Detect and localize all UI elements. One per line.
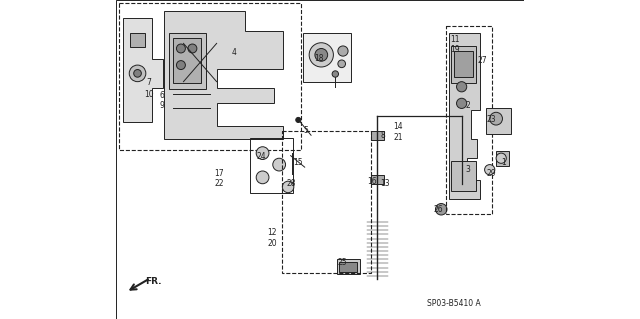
Text: 13: 13 xyxy=(380,179,390,188)
Polygon shape xyxy=(164,11,283,139)
Text: 14: 14 xyxy=(393,122,403,131)
Circle shape xyxy=(490,112,502,125)
Circle shape xyxy=(338,60,346,68)
Text: 9: 9 xyxy=(159,101,164,110)
Text: 2: 2 xyxy=(466,101,470,110)
Text: 27: 27 xyxy=(478,56,488,65)
Polygon shape xyxy=(124,18,163,122)
Circle shape xyxy=(296,117,301,122)
Bar xyxy=(371,131,384,140)
Circle shape xyxy=(435,204,447,215)
Text: 26: 26 xyxy=(433,205,443,214)
Bar xyxy=(173,38,202,83)
Bar xyxy=(446,26,492,214)
Bar xyxy=(486,108,511,134)
Bar xyxy=(451,46,476,83)
Circle shape xyxy=(456,98,467,108)
Text: 25: 25 xyxy=(337,258,347,267)
Text: SP03-B5410 A: SP03-B5410 A xyxy=(427,299,481,308)
Bar xyxy=(303,33,351,82)
Bar xyxy=(371,175,384,184)
Text: 20: 20 xyxy=(268,239,277,248)
Text: 23: 23 xyxy=(486,115,496,124)
Bar xyxy=(337,259,360,274)
Text: 17: 17 xyxy=(214,169,224,178)
Text: 5: 5 xyxy=(303,126,308,135)
Circle shape xyxy=(315,48,328,61)
Circle shape xyxy=(338,46,348,56)
Text: 22: 22 xyxy=(214,179,224,188)
Text: 18: 18 xyxy=(314,54,323,63)
Text: 6: 6 xyxy=(159,91,164,100)
Text: 3: 3 xyxy=(465,165,470,174)
Text: FR.: FR. xyxy=(145,278,162,286)
Circle shape xyxy=(177,44,186,53)
Bar xyxy=(119,3,301,150)
Text: 16: 16 xyxy=(367,177,377,186)
Circle shape xyxy=(332,71,339,77)
Circle shape xyxy=(256,171,269,184)
Circle shape xyxy=(129,65,146,82)
Circle shape xyxy=(309,43,333,67)
Bar xyxy=(339,262,357,272)
Circle shape xyxy=(134,70,141,77)
Text: 4: 4 xyxy=(232,48,236,57)
Circle shape xyxy=(188,44,197,53)
Bar xyxy=(454,51,473,77)
Text: 19: 19 xyxy=(451,45,460,54)
Circle shape xyxy=(282,181,294,193)
Polygon shape xyxy=(449,33,479,199)
Text: 15: 15 xyxy=(293,158,303,167)
Text: 12: 12 xyxy=(268,228,277,237)
Text: 8: 8 xyxy=(380,131,385,140)
Circle shape xyxy=(496,153,506,163)
Circle shape xyxy=(256,147,269,160)
Text: 1: 1 xyxy=(501,158,506,167)
Circle shape xyxy=(484,165,495,175)
Text: 10: 10 xyxy=(144,90,154,99)
Circle shape xyxy=(456,82,467,92)
Bar xyxy=(282,131,371,273)
Text: 11: 11 xyxy=(451,35,460,44)
Bar xyxy=(250,138,293,193)
Text: 24: 24 xyxy=(257,152,266,161)
Bar xyxy=(130,33,145,47)
Text: 21: 21 xyxy=(393,133,403,142)
Text: 29: 29 xyxy=(486,169,496,178)
Text: 7: 7 xyxy=(147,78,152,87)
Circle shape xyxy=(177,61,186,70)
Bar xyxy=(451,161,476,191)
Bar xyxy=(170,33,207,89)
Bar xyxy=(496,151,509,166)
Text: 28: 28 xyxy=(287,179,296,188)
Circle shape xyxy=(273,158,285,171)
